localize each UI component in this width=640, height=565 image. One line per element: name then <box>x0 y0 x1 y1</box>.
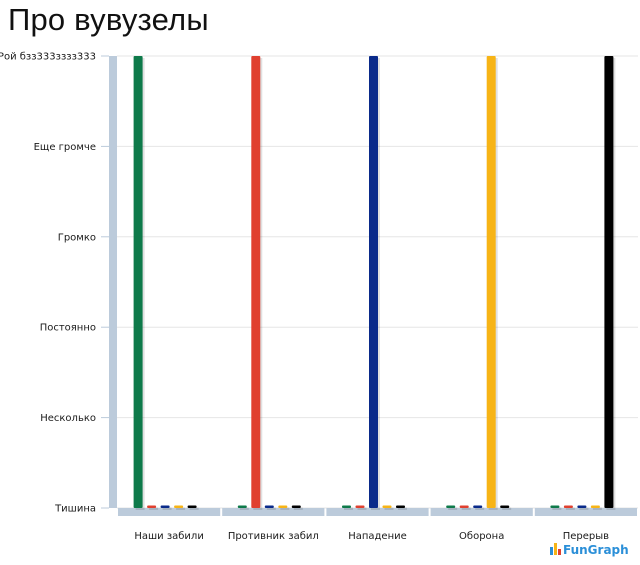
bar <box>133 56 143 508</box>
bar-shadow <box>239 507 249 510</box>
bar <box>160 505 170 508</box>
bar <box>486 56 496 508</box>
bar <box>446 505 456 508</box>
bar <box>174 505 184 508</box>
x-category-label: Наши забили <box>134 531 203 542</box>
logo-text: FunGraph <box>563 543 629 557</box>
bar <box>382 505 392 508</box>
bar-shadow <box>502 507 512 510</box>
bar <box>577 505 587 508</box>
logo-bar-2 <box>554 543 557 555</box>
floor-segment <box>118 508 221 516</box>
bar-shadow <box>162 507 172 510</box>
bar <box>500 505 510 508</box>
bar-shadow <box>149 507 159 510</box>
bar <box>604 56 614 508</box>
bar-shadow <box>565 507 575 510</box>
y-tick-label: Громко <box>58 232 96 243</box>
floor <box>118 508 637 516</box>
bar-shadow <box>592 507 602 510</box>
y-tick-label: Еще громче <box>34 142 96 153</box>
bar-shadow <box>293 507 303 510</box>
bar <box>369 56 378 508</box>
bar <box>342 505 351 508</box>
bar-shadow <box>189 507 199 510</box>
bar <box>251 56 261 508</box>
bar <box>590 505 600 508</box>
bar-shadow <box>266 507 276 510</box>
bars <box>133 56 616 510</box>
bar-shadow <box>475 507 485 510</box>
bar <box>187 505 197 508</box>
bar <box>278 505 288 508</box>
bar <box>473 505 483 508</box>
bar <box>264 505 274 508</box>
floor-segment <box>326 508 429 516</box>
bar <box>396 505 405 508</box>
logo-bar-1 <box>550 547 553 555</box>
y-tick-labels: Тишина Несколько Постоянно Громко Еще громче… <box>0 52 96 515</box>
bar-shadow <box>280 507 290 510</box>
chart-title: Про вувузелы <box>8 2 209 37</box>
x-category-label: Оборона <box>459 531 504 542</box>
bar-shadow <box>357 507 367 510</box>
bar <box>147 505 157 508</box>
floor-segment <box>534 508 637 516</box>
bar <box>459 505 469 508</box>
x-category-labels: Наши забили Противник забил Нападение Оборо… <box>134 531 609 542</box>
fungraph-logo: FunGraph <box>550 543 629 557</box>
x-category-label: Нападение <box>348 531 407 542</box>
logo-bar-3 <box>558 549 561 555</box>
y-tick-label: Постоянно <box>40 323 96 334</box>
bar-shadow <box>461 507 471 510</box>
bar-shadow <box>384 507 394 510</box>
bar <box>237 505 247 508</box>
floor-segment <box>430 508 533 516</box>
bar-shadow <box>398 507 407 510</box>
x-category-label: Перерыв <box>563 531 609 542</box>
bar <box>355 505 365 508</box>
bar-shadow <box>344 507 353 510</box>
y-axis-wall-face <box>109 56 117 508</box>
bar-shadow <box>448 507 458 510</box>
bar-shadow <box>552 507 562 510</box>
x-category-label: Противник забил <box>228 531 319 542</box>
bar-shadow <box>176 507 186 510</box>
bar <box>563 505 573 508</box>
bar <box>291 505 301 508</box>
bar-shadow <box>579 507 589 510</box>
y-tick-label: Тишина <box>54 504 96 515</box>
y-tick-label: Несколько <box>40 413 96 424</box>
floor-segment <box>222 508 325 516</box>
y-axis-wall <box>109 56 117 508</box>
y-tick-label: Рой бзз333зззз333 <box>0 52 96 63</box>
bar <box>550 505 560 508</box>
